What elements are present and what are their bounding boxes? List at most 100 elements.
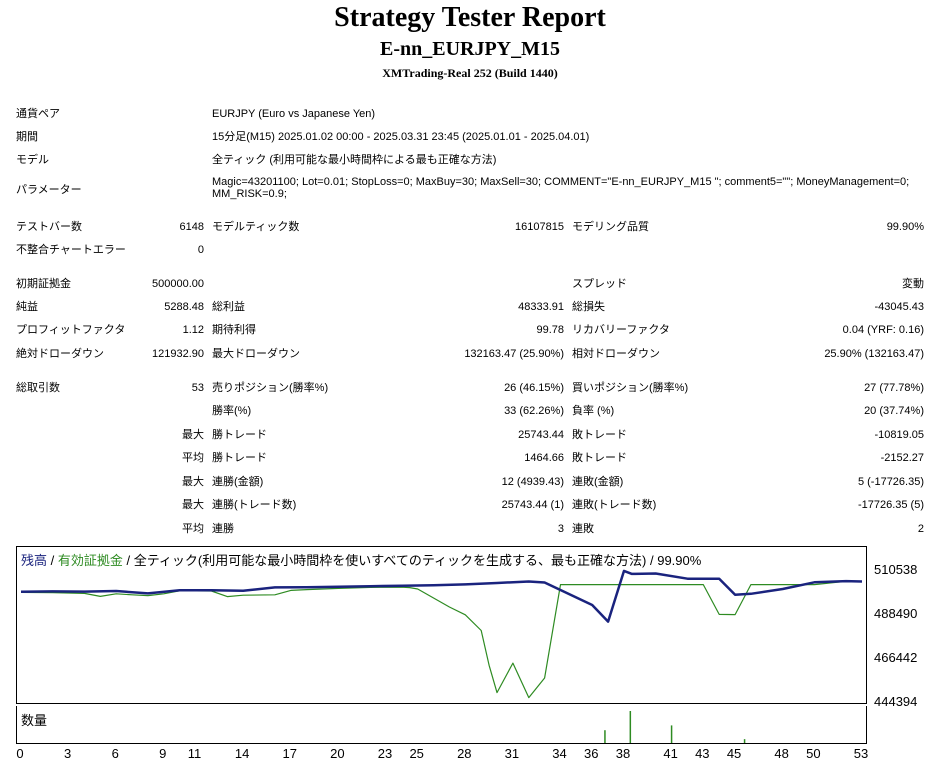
x-tick-label: 25 [409,746,424,761]
row-model: モデル 全ティック (利用可能な最小時間枠による最も正確な方法) [0,152,940,172]
y-tick-label: 444394 [874,694,918,709]
row-average: 平均 勝トレード 1464.66 敗トレード -2152.27 [0,450,940,470]
report-title: Strategy Tester Report [334,2,606,33]
x-tick-label: 50 [806,746,821,761]
row-avg-consec: 平均 連勝 3 連敗 2 [0,521,940,541]
volume-chart-plot [604,711,746,743]
max-consec-loss-value: -17726.35 (5) [857,499,924,511]
x-tick-label: 9 [159,746,167,761]
mismatch-value: 0 [197,244,204,256]
balance-chart-plot [20,569,863,699]
long-label: 買いポジション(勝率%) [572,382,689,394]
max-consec-wins-value: 12 (4939.43) [501,476,564,488]
equity-line [20,580,862,699]
x-tick-label: 23 [377,746,393,761]
abs-dd-label: 絶対ドローダウン [16,348,104,360]
ticks-value: 16107815 [515,221,564,233]
row-consec-count: 最大 連勝(トレード数) 25743.44 (1) 連敗(トレード数) -177… [0,497,940,517]
gross-profit-label: 総利益 [212,301,245,313]
largest-win-value: 25743.44 [518,429,564,441]
deposit-value: 500000.00 [152,278,204,290]
row-pf: プロフィットファクタ 1.12 期待利得 99.78 リカバリーファクタ 0.0… [0,322,940,342]
gross-profit-value: 48333.91 [518,301,564,313]
x-tick-label: 48 [774,746,789,761]
chart-legend: 残高 / 有効証拠金 / 全ティック(利用可能な最小時間枠を使いすべてのティック… [21,550,701,569]
row-bars: テストバー数 6148 モデルティック数 16107815 モデリング品質 99… [0,219,940,239]
row-consec-amount: 最大 連勝(金額) 12 (4939.43) 連敗(金額) 5 (-17726.… [0,474,940,494]
row-deposit: 初期証拠金 500000.00 スプレッド 変動 [0,276,940,296]
avg-win-label: 勝トレード [212,452,267,464]
largest-loss-label: 敗トレード [572,429,627,441]
model-label: モデル [16,154,49,166]
symbol-label: 通貨ペア [16,108,60,120]
trades-value: 53 [191,382,204,394]
legend-model: / 全ティック(利用可能な最小時間枠を使いすべてのティックを生成する、最も正確な… [122,553,702,568]
x-tick-label: 43 [695,746,710,761]
symbol-value: EURJPY (Euro vs Japanese Yen) [212,108,376,120]
row-params: パラメーター Magic=43201100; Lot=0.01; StopLos… [0,176,940,206]
max-consec-loss-label: 連敗(トレード数) [572,499,657,511]
x-tick-label: 53 [853,746,869,761]
rel-dd-value: 25.90% (132163.47) [824,348,924,360]
report-subtitle: E-nn_EURJPY_M15 [379,38,560,60]
x-tick-label: 31 [504,746,520,761]
abs-dd-value: 121932.90 [152,348,204,360]
x-tick-label: 38 [615,746,631,761]
quality-value: 99.90% [886,221,924,233]
x-tick-label: 6 [111,746,119,761]
y-tick-label: 488490 [874,606,918,621]
mismatch-label: 不整合チャートエラー [16,244,126,256]
x-tick-label: 20 [330,746,345,761]
avg-consec-wins-value: 3 [557,523,564,535]
loss-rate-value: 20 (37.74%) [864,405,924,417]
period-value: 15分足(M15) 2025.01.02 00:00 - 2025.03.31 … [212,131,590,143]
server-info: XMTrading-Real 252 (Build 1440) [382,66,558,80]
x-tick-label: 11 [187,746,202,761]
max-consec-profit-label: 連勝(トレード数) [212,499,297,511]
row-trades: 総取引数 53 売りポジション(勝率%) 26 (46.15%) 買いポジション… [0,380,940,400]
win-rate-value: 33 (62.26%) [504,405,564,417]
row-drawdown: 絶対ドローダウン 121932.90 最大ドローダウン 132163.47 (2… [0,346,940,366]
avg-consec-wins-label: 連勝 [212,523,234,535]
x-tick-label: 34 [552,746,567,761]
rel-dd-label: 相対ドローダウン [572,348,660,360]
avg-loss-value: -2152.27 [880,452,924,464]
bars-label: テストバー数 [16,221,82,233]
params-label: パラメーター [16,184,82,196]
x-tick-label: 17 [282,746,297,761]
short-label: 売りポジション(勝率%) [212,382,329,394]
short-value: 26 (46.15%) [504,382,564,394]
recovery-label: リカバリーファクタ [572,324,670,336]
pf-label: プロフィットファクタ [16,324,126,336]
x-tick-label: 36 [584,746,599,761]
net-value: 5288.48 [164,301,204,313]
gross-loss-value: -43045.43 [874,301,924,313]
trades-label: 総取引数 [16,382,60,394]
max-dd-value: 132163.47 (25.90%) [464,348,564,360]
model-value: 全ティック (利用可能な最小時間枠による最も正確な方法) [212,154,497,166]
pf-value: 1.12 [182,324,204,336]
avg-consec-losses-label: 連敗 [572,523,594,535]
max-consec-profit-value: 25743.44 (1) [501,499,564,511]
balance-chart: 残高 / 有効証拠金 / 全ティック(利用可能な最小時間枠を使いすべてのティック… [16,546,867,704]
spread-label: スプレッド [572,278,627,290]
max-prefix-1: 最大 [182,429,204,441]
volume-chart: 数量 [16,706,867,744]
largest-win-label: 勝トレード [212,429,267,441]
x-tick-label: 14 [234,746,250,761]
volume-label: 数量 [21,713,48,728]
gross-loss-label: 総損失 [572,301,605,313]
balance-line [20,569,863,623]
legend-sep: / [47,553,58,568]
legend-balance: 残高 [21,553,48,568]
largest-loss-value: -10819.05 [874,429,924,441]
recovery-value: 0.04 (YRF: 0.16) [842,324,924,336]
row-largest: 最大 勝トレード 25743.44 敗トレード -10819.05 [0,427,940,447]
bars-value: 6148 [179,221,204,233]
expected-label: 期待利得 [212,324,256,336]
y-tick-label: 510538 [874,562,918,577]
net-label: 純益 [16,301,38,313]
period-label: 期間 [16,131,38,143]
row-net: 純益 5288.48 総利益 48333.91 総損失 -43045.43 [0,299,940,319]
row-symbol: 通貨ペア EURJPY (Euro vs Japanese Yen) [0,106,940,126]
